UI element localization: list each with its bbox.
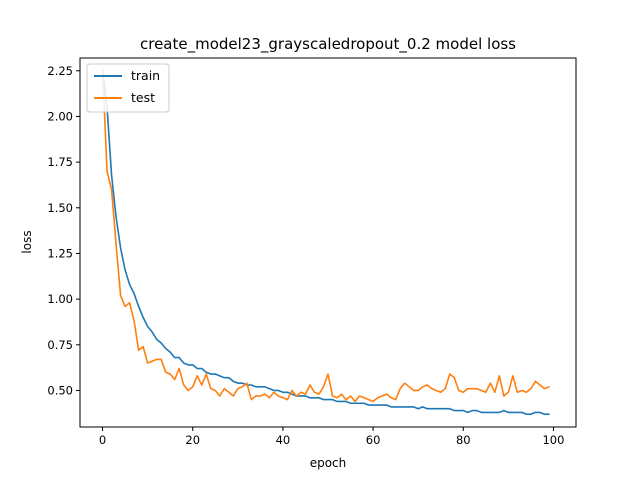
chart-title: create_model23_grayscaledropout_0.2 mode… [140, 35, 516, 54]
y-tick-label: 1.50 [47, 201, 73, 215]
y-tick-label: 2.00 [47, 109, 73, 123]
y-axis: 0.50 0.75 1.00 1.25 1.50 1.75 2.00 2.25 [47, 64, 80, 397]
x-tick-label: 80 [456, 433, 471, 447]
y-tick-label: 2.25 [47, 64, 73, 78]
x-tick-label: 20 [185, 433, 200, 447]
y-tick-label: 0.75 [47, 338, 73, 352]
x-tick-label: 40 [276, 433, 291, 447]
y-tick-label: 0.50 [47, 383, 73, 397]
series-line-train [101, 69, 550, 416]
legend-label-test: test [131, 90, 155, 105]
series-line-test [101, 68, 550, 403]
legend-label-train: train [131, 68, 160, 83]
y-tick-label: 1.25 [47, 246, 73, 260]
x-tick-label: 60 [366, 433, 381, 447]
x-axis-label: epoch [310, 456, 347, 470]
series-layer [101, 68, 550, 416]
y-tick-label: 1.00 [47, 292, 73, 306]
y-tick-label: 1.75 [47, 155, 73, 169]
legend: train test [86, 63, 170, 113]
x-axis: 0 20 40 60 80 100 [99, 427, 564, 447]
axes-frame [79, 57, 577, 428]
x-tick-label: 0 [99, 433, 106, 447]
x-tick-label: 100 [542, 433, 564, 447]
y-axis-label: loss [20, 230, 34, 253]
